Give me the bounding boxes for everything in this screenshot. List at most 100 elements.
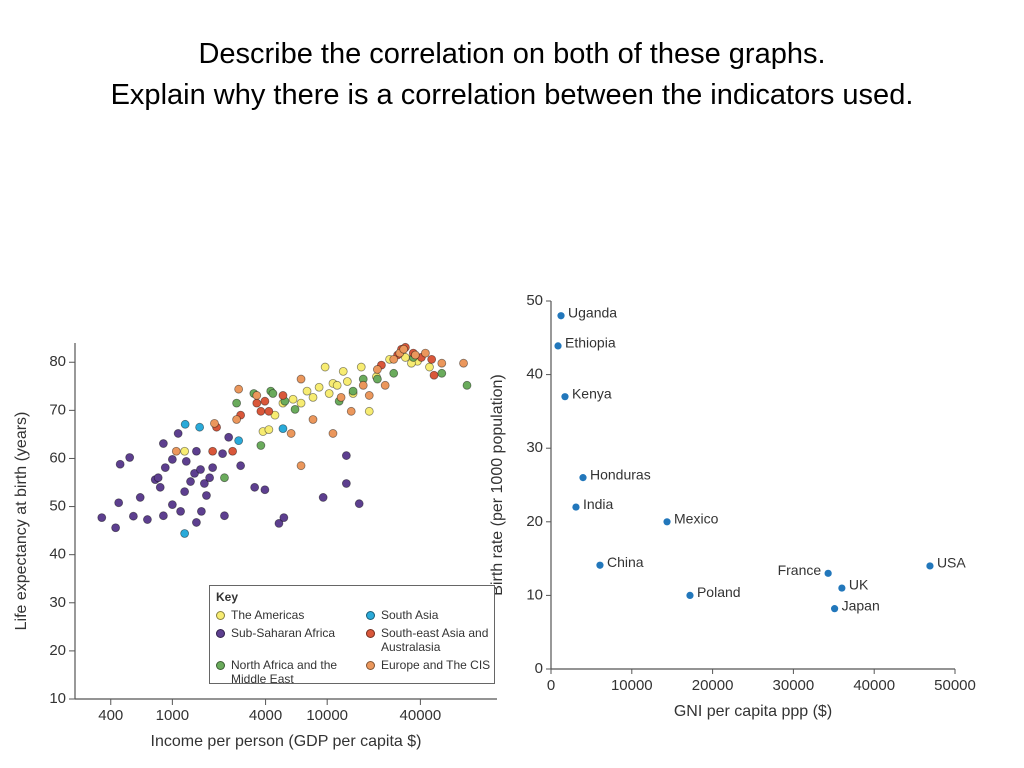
point-label: USA [937,555,966,571]
point-label: Honduras [590,466,651,482]
x-tick-label: 400 [98,707,123,724]
point [208,463,218,473]
legend-marker [366,629,375,638]
point [220,473,229,483]
point [324,389,334,398]
legend-label: Sub-Saharan Africa [231,626,336,640]
point [332,380,342,390]
legend-marker [366,661,375,670]
point [296,398,306,408]
y-tick-label: 60 [49,449,66,466]
point [268,389,278,398]
point [264,425,274,434]
point [314,382,324,392]
point [596,561,604,569]
point [288,394,298,404]
point [180,529,190,538]
point-label: China [607,554,644,570]
point [114,498,124,508]
point [274,519,284,528]
point [224,432,234,442]
point [372,365,382,374]
point [459,358,468,368]
point [663,518,671,526]
point [320,362,330,372]
point [210,418,219,428]
point [389,354,399,364]
legend-label: South Asia [381,608,439,622]
point [192,446,201,456]
point [232,398,242,408]
point [421,348,430,358]
y-tick-label: 10 [526,586,543,603]
point [264,406,274,416]
point [286,429,296,438]
legend-label: South-east Asia and Australasia [381,626,489,654]
y-tick-label: 80 [49,353,66,370]
point [135,493,145,502]
x-tick-label: 10000 [306,707,348,724]
point [279,513,289,523]
point [346,406,356,416]
slide-title: Describe the correlation on both of thes… [72,34,952,116]
point [308,392,318,402]
x-tick-label: 1000 [156,707,189,724]
point [252,398,262,408]
y-axis-label: Life expectancy at birth (years) [13,412,30,631]
point [429,370,439,380]
point [190,468,199,478]
point [328,429,338,438]
point [180,419,190,429]
x-tick-label: 40000 [400,707,442,724]
point [336,392,346,402]
legend-item: South-east Asia and Australasia [366,626,491,654]
point [234,384,244,394]
x-tick-label: 40000 [853,677,895,694]
point [338,366,348,376]
point [196,506,206,516]
point-label: Japan [842,597,880,613]
point [234,436,244,446]
y-tick-label: 20 [49,642,66,659]
point [202,491,211,500]
point [686,591,694,600]
point [561,393,569,401]
point [838,584,846,592]
point [308,415,318,424]
point [296,461,306,471]
point [228,446,238,456]
point [160,463,170,473]
point [180,446,190,456]
point [462,380,472,390]
x-tick-label: 4000 [249,707,282,724]
x-tick-label: 50000 [934,677,976,694]
point [358,380,368,390]
point-label: France [778,562,822,578]
point [572,503,580,511]
point [176,506,185,516]
title-line: Explain why there is a correlation betwe… [110,79,914,111]
point [437,358,447,368]
point [296,374,306,384]
point [153,473,163,483]
point [171,446,181,456]
x-axis-label: GNI per capita ppp ($) [674,703,832,720]
point [341,451,351,460]
point [579,474,587,482]
point [196,465,205,474]
point [199,479,209,488]
point [111,523,121,533]
y-tick-label: 30 [526,439,543,456]
point [278,424,288,434]
point [143,515,152,524]
point-label: India [583,496,614,512]
point [232,415,242,424]
point [256,406,266,416]
legend-item: Sub-Saharan Africa [216,626,366,654]
point [410,350,420,360]
legend-item: South Asia [366,608,491,622]
legend-item: Europe and The CIS [366,658,491,686]
point [220,511,229,521]
y-axis-label: Birth rate (per 1000 population) [489,374,506,595]
